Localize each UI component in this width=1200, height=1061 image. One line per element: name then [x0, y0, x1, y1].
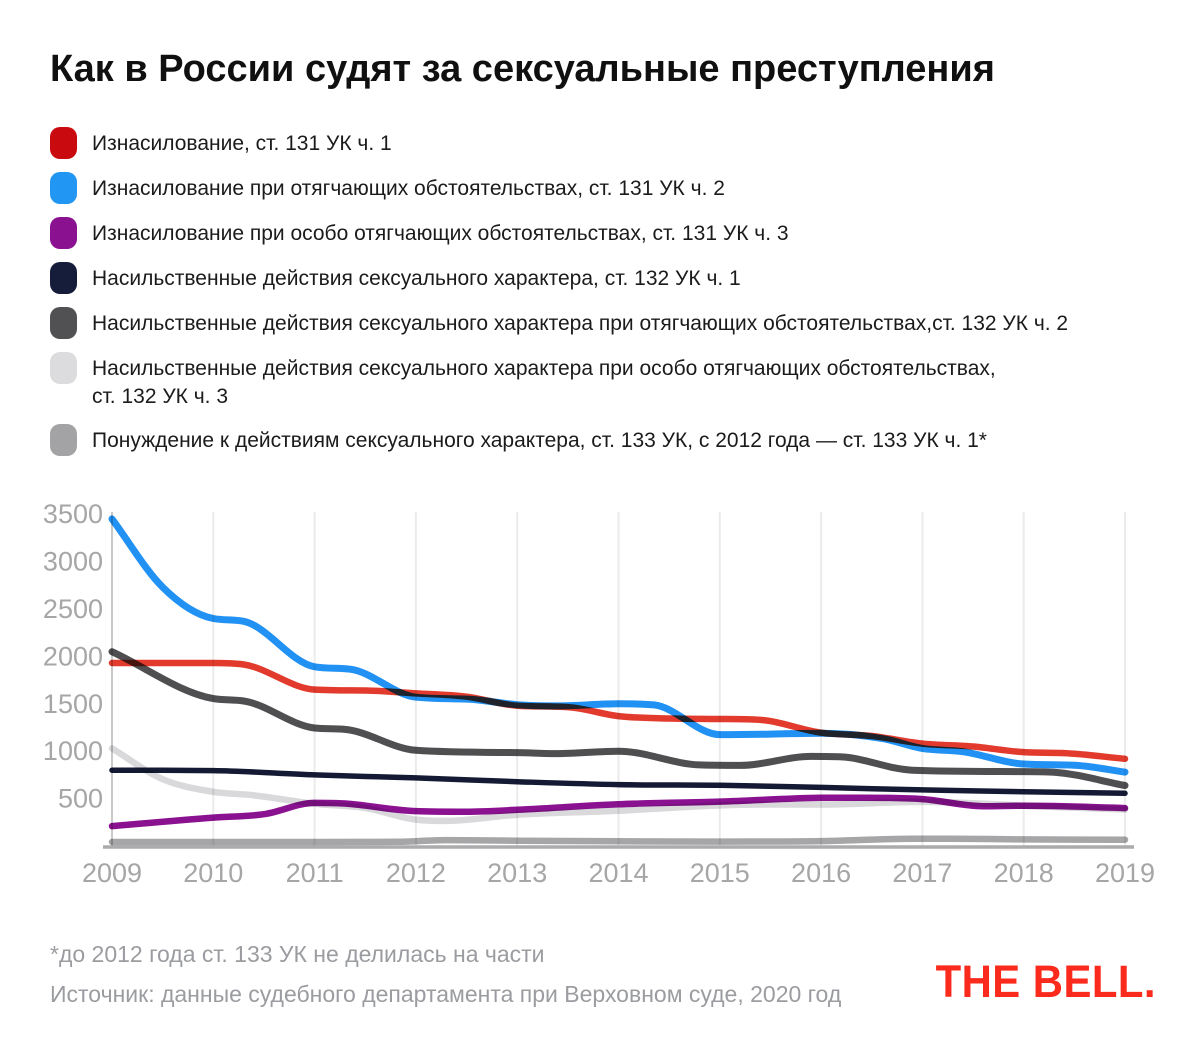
chart-line-purple	[108, 794, 1129, 830]
y-tick-label: 2500	[43, 594, 103, 624]
the-bell-logo: THE BELL.	[935, 956, 1156, 1007]
legend-item-label: Понуждение к действиям сексуального хара…	[92, 429, 987, 452]
x-tick-label: 2014	[588, 858, 648, 888]
legend-color-chip	[50, 307, 77, 339]
legend-item: Изнасилование при особо отягчающих обсто…	[50, 217, 1160, 249]
legend-item-label: Изнасилование при отягчающих обстоятельс…	[92, 177, 725, 200]
y-tick-label: 500	[58, 784, 103, 814]
chart-line-gray	[108, 835, 1129, 846]
x-tick-label: 2009	[82, 858, 142, 888]
chart-source: Источник: данные судебного департамента …	[50, 981, 842, 1007]
legend-item: Изнасилование при отягчающих обстоятельс…	[50, 172, 1160, 204]
y-tick-label: 3500	[43, 499, 103, 529]
x-tick-label: 2011	[286, 858, 344, 888]
legend-color-chip	[50, 262, 77, 294]
page-title: Как в России судят за сексуальные престу…	[50, 48, 995, 90]
chart-line-navy	[109, 767, 1128, 797]
x-tick-label: 2019	[1095, 858, 1155, 888]
legend-color-chip	[50, 172, 77, 204]
legend-item-label: Насильственные действия сексуального хар…	[92, 357, 996, 408]
y-tick-label: 2000	[43, 641, 103, 671]
x-tick-label: 2017	[892, 858, 952, 888]
legend-item: Понуждение к действиям сексуального хара…	[50, 424, 1160, 456]
x-tick-label: 2018	[994, 858, 1054, 888]
legend-color-chip	[50, 424, 77, 456]
chart-line-blue	[108, 515, 1129, 776]
chart-legend: Изнасилование, ст. 131 УК ч. 1 Изнасилова…	[50, 127, 1160, 469]
legend-item: Изнасилование, ст. 131 УК ч. 1	[50, 127, 1160, 159]
legend-item-label: Изнасилование, ст. 131 УК ч. 1	[92, 132, 392, 155]
legend-item: Насильственные действия сексуального хар…	[50, 307, 1160, 339]
x-tick-label: 2010	[183, 858, 243, 888]
legend-color-chip	[50, 352, 77, 384]
legend-item-label: Насильственные действия сексуального хар…	[92, 312, 1069, 335]
legend-color-chip	[50, 217, 77, 249]
x-tick-label: 2012	[386, 858, 446, 888]
x-tick-label: 2013	[487, 858, 547, 888]
legend-item: Насильственные действия сексуального хар…	[50, 352, 1160, 411]
x-tick-label: 2016	[791, 858, 851, 888]
chart-line-red	[108, 659, 1129, 763]
y-tick-label: 1000	[43, 736, 103, 766]
legend-item-label: Изнасилование при особо отягчающих обсто…	[92, 222, 789, 245]
chart-line-darkgray	[108, 648, 1129, 789]
legend-item-label: Насильственные действия сексуального хар…	[92, 267, 741, 290]
chart-footnote: *до 2012 года ст. 133 УК не делилась на …	[50, 941, 545, 967]
y-tick-label: 3000	[43, 547, 103, 577]
y-tick-label: 1500	[43, 689, 103, 719]
legend-item: Насильственные действия сексуального хар…	[50, 262, 1160, 294]
legend-color-chip	[50, 127, 77, 159]
x-tick-label: 2015	[690, 858, 750, 888]
